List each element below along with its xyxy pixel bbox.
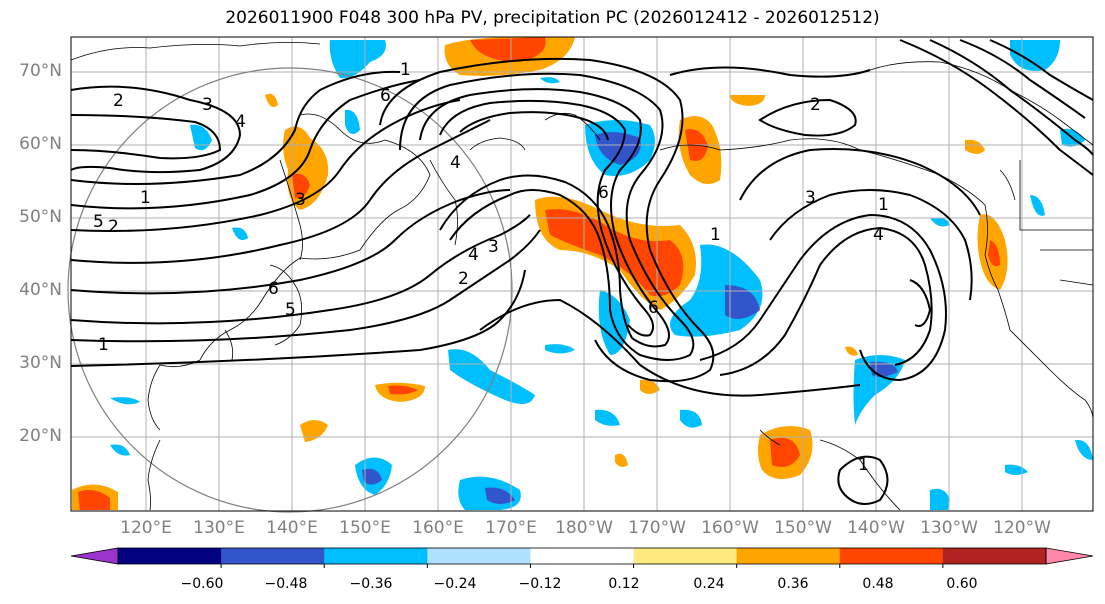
pv-contours (70, 39, 1094, 505)
precip-blob (615, 453, 628, 467)
contour-label: 5 (285, 300, 296, 320)
precip-blob (329, 40, 386, 79)
contour-label: 1 (140, 188, 151, 208)
contour-label: 4 (235, 112, 246, 132)
colorbar-tick: 0.12 (608, 576, 640, 592)
contour-label: 4 (450, 153, 461, 173)
contour-label: 3 (295, 190, 306, 210)
precip-blob (770, 437, 800, 468)
precip-blob (730, 95, 765, 106)
contour-label: 2 (113, 91, 124, 111)
precip-blob (388, 385, 418, 395)
lat-label: 20°N (19, 426, 62, 446)
lat-label: 60°N (19, 134, 62, 154)
lon-label: 180°W (555, 518, 613, 538)
region-circle (67, 67, 513, 513)
precip-blob (485, 487, 515, 504)
precip-shading (72, 37, 1093, 510)
lon-label: 150°E (339, 518, 391, 538)
contour-label: 2 (810, 95, 821, 115)
colorbar-tick: −0.48 (264, 576, 308, 592)
contour-label: 4 (468, 245, 479, 265)
precip-blob (110, 444, 130, 456)
precip-blob (265, 93, 278, 108)
contour-label: 4 (873, 225, 884, 245)
precip-blob (292, 173, 310, 199)
precip-blob (845, 346, 858, 356)
contour-label: 5 (93, 212, 104, 232)
contour-label: 1 (858, 455, 869, 475)
precip-blob (448, 349, 535, 404)
lon-label: 160°W (701, 518, 759, 538)
precip-blob (1075, 439, 1093, 460)
contour-label: 2 (108, 217, 119, 237)
precip-blob (78, 490, 110, 510)
lon-label: 170°W (628, 518, 686, 538)
contour-label: 2 (458, 269, 469, 289)
colorbar-tick: −0.24 (433, 576, 477, 592)
lat-label: 30°N (19, 353, 62, 373)
colorbar-tick: −0.60 (180, 576, 224, 592)
precip-blob (345, 109, 360, 134)
contour-label: 1 (400, 60, 411, 80)
precip-blob (640, 379, 660, 394)
contour-label: 6 (648, 298, 659, 318)
contour-label: 6 (380, 86, 391, 106)
colorbar-tick: 0.60 (946, 576, 978, 592)
precip-blob (725, 285, 760, 319)
lon-label: 160°E (412, 518, 464, 538)
precip-blob (930, 488, 950, 510)
contour-label: 3 (488, 237, 499, 257)
contour-label: 3 (805, 188, 816, 208)
plot-background (71, 37, 1093, 511)
precip-blob (1030, 195, 1045, 216)
contour-label: 1 (710, 225, 721, 245)
lat-label: 70°N (19, 61, 62, 81)
colorbar-tick: −0.12 (518, 576, 562, 592)
precip-blob (680, 409, 702, 428)
lon-label: 140°E (266, 518, 318, 538)
lat-label: 50°N (19, 207, 62, 227)
contour-label: 6 (268, 279, 279, 299)
lon-label: 170°E (485, 518, 537, 538)
colorbar-tick: −0.36 (349, 576, 393, 592)
lon-label: 130°E (193, 518, 245, 538)
precip-blob (595, 132, 641, 165)
lon-label: 150°W (774, 518, 832, 538)
precip-blob (232, 227, 248, 241)
contour-label: 3 (202, 95, 213, 115)
precip-blob (930, 217, 950, 227)
colorbar-tick: 0.48 (862, 576, 894, 592)
precip-blob (965, 139, 985, 154)
precip-blob (545, 209, 684, 297)
colorbar-tick: 0.24 (693, 576, 725, 592)
precip-blob (988, 240, 1000, 267)
contour-labels: 1 2 3 4 5 6 1 2 3 4 5 6 1 2 3 4 6 2 3 1 … (93, 60, 889, 475)
precip-blob (110, 397, 140, 405)
colorbar-tick: 0.36 (777, 576, 809, 592)
lon-label: 120°E (120, 518, 172, 538)
precip-blob (190, 124, 212, 151)
plot-frame (70, 36, 1094, 512)
lon-label: 120°W (993, 518, 1051, 538)
precip-blob (470, 37, 546, 62)
precip-blob (540, 77, 560, 84)
lat-label: 40°N (19, 280, 62, 300)
contour-label: 1 (878, 195, 889, 215)
precip-blob (595, 409, 620, 426)
contour-label: 6 (598, 183, 609, 203)
precip-blob (545, 344, 575, 354)
map-title: 2026011900 F048 300 hPa PV, precipitatio… (225, 8, 880, 28)
lon-label: 130°W (920, 518, 978, 538)
lon-label: 140°W (847, 518, 905, 538)
precip-blob (362, 468, 382, 485)
contour-label: 1 (98, 335, 109, 355)
